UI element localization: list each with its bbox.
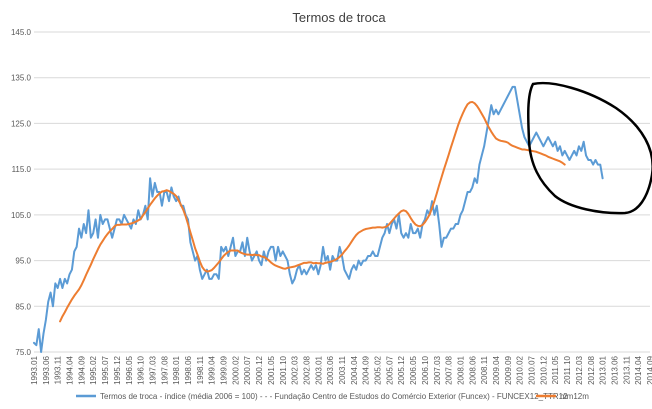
y-tick-label: 95.0 xyxy=(15,257,31,266)
x-tick-label: 2010.02 xyxy=(516,355,525,384)
x-tick-label: 2003.06 xyxy=(326,355,335,384)
y-tick-label: 85.0 xyxy=(15,302,31,311)
x-tick-label: 1998.06 xyxy=(184,355,193,384)
x-tick-label: 2014.04 xyxy=(634,355,643,384)
x-tick-label: 1997.08 xyxy=(160,355,169,384)
x-tick-label: 1994.09 xyxy=(77,355,86,384)
x-tick-label: 2005.07 xyxy=(385,355,394,384)
x-tick-label: 2006.05 xyxy=(409,355,418,384)
x-tick-label: 2012.08 xyxy=(587,355,596,384)
x-tick-label: 1993.01 xyxy=(30,355,39,384)
x-tick-label: 1994.04 xyxy=(66,355,75,384)
y-tick-label: 125.0 xyxy=(11,119,32,128)
chart-title: Termos de troca xyxy=(292,10,386,25)
series-line-1 xyxy=(33,85,604,353)
x-tick-label: 2007.03 xyxy=(433,355,442,384)
x-tick-label: 2003.11 xyxy=(338,355,347,384)
x-tick-label: 2014.09 xyxy=(646,355,652,384)
x-tick-label: 2008.01 xyxy=(456,355,465,384)
x-tick-label: 1996.10 xyxy=(137,355,146,384)
x-tick-label: 2006.10 xyxy=(421,355,430,384)
x-tick-label: 2013.01 xyxy=(599,355,608,384)
y-tick-label: 145.0 xyxy=(11,28,32,37)
x-tick-label: 1993.06 xyxy=(42,355,51,384)
x-axis: 1993.01 1993.06 1993.11 1994.04 1994.09 1995.… xyxy=(30,351,652,385)
x-tick-label: 2007.08 xyxy=(445,355,454,384)
x-tick-label: 2001.10 xyxy=(279,355,288,384)
x-tick-label: 2000.02 xyxy=(231,355,240,384)
x-tick-label: 2005.02 xyxy=(374,355,383,384)
legend-label-series-1: Termos de troca - índice (média 2006 = 1… xyxy=(100,392,568,401)
x-tick-label: 1995.07 xyxy=(101,355,110,384)
x-tick-label: 2002.08 xyxy=(302,355,311,384)
x-tick-label: 2011.05 xyxy=(551,355,560,384)
series-line-2 xyxy=(59,100,566,323)
y-tick-label: 135.0 xyxy=(11,74,32,83)
x-tick-label: 1998.11 xyxy=(196,355,205,384)
x-tick-label: 1999.09 xyxy=(220,355,229,384)
hand-drawn-ellipse-annotation xyxy=(526,81,652,215)
x-tick-label: 2000.07 xyxy=(243,355,252,384)
x-tick-label: 1993.11 xyxy=(54,355,63,384)
x-tick-label: 2009.04 xyxy=(492,355,501,384)
x-tick-label: 2010.12 xyxy=(539,355,548,384)
y-tick-label: 115.0 xyxy=(12,165,32,174)
y-tick-label: 75.0 xyxy=(15,348,31,357)
y-axis: 75.0 85.0 95.0 105.0 115.0 125.0 135.0 145.0 xyxy=(11,28,32,357)
x-tick-label: 1996.05 xyxy=(125,355,134,384)
x-tick-label: 2012.03 xyxy=(575,355,584,384)
legend-label-series-2: mm12m xyxy=(560,392,589,401)
x-tick-label: 1998.01 xyxy=(172,355,181,384)
x-tick-label: 2013.11 xyxy=(622,355,631,384)
x-tick-label: 2010.07 xyxy=(528,355,537,384)
x-tick-label: 2008.06 xyxy=(468,355,477,384)
x-tick-label: 2013.06 xyxy=(610,355,619,384)
x-tick-label: 2002.03 xyxy=(291,355,300,384)
x-tick-label: 1995.12 xyxy=(113,355,122,384)
x-tick-label: 2005.12 xyxy=(397,355,406,384)
x-tick-label: 1997.03 xyxy=(148,355,157,384)
x-tick-label: 1995.02 xyxy=(89,355,98,384)
x-tick-label: 1999.04 xyxy=(208,355,217,384)
legend: Termos de troca - índice (média 2006 = 1… xyxy=(76,392,589,401)
x-tick-label: 2000.12 xyxy=(255,355,264,384)
x-tick-label: 2008.11 xyxy=(480,355,489,384)
x-tick-label: 2003.01 xyxy=(314,355,323,384)
x-tick-label: 2011.10 xyxy=(563,355,572,384)
circle-annotation-path xyxy=(526,81,652,215)
y-tick-label: 105.0 xyxy=(11,211,32,220)
x-tick-label: 2004.04 xyxy=(350,355,359,384)
series-group xyxy=(33,85,604,353)
gridlines xyxy=(34,31,650,353)
x-tick-label: 2001.05 xyxy=(267,355,276,384)
x-tick-label: 2009.09 xyxy=(504,355,513,384)
x-tick-label: 2004.09 xyxy=(362,355,371,384)
